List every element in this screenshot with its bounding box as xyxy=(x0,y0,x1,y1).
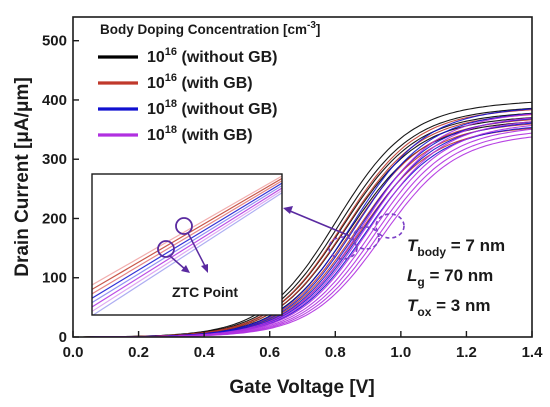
ztc-arrowhead xyxy=(181,265,190,273)
legend: Body Doping Concentration [cm-3] 1016 (w… xyxy=(98,20,320,144)
ztc-circle xyxy=(175,217,193,235)
inset-series-line xyxy=(92,189,282,312)
inset-zoom: ZTC Point xyxy=(91,173,283,316)
y-axis-ticks: 0 100 200 300 400 500 xyxy=(42,33,79,346)
y-tick-label: 500 xyxy=(42,33,67,50)
x-axis-ticks: 0.0 0.2 0.4 0.6 0.8 1.0 1.2 1.4 xyxy=(63,331,544,361)
ztc-circle xyxy=(157,240,175,258)
y-tick-label: 400 xyxy=(42,92,67,109)
ztc-pointer-arrow xyxy=(169,255,187,271)
y-tick-label: 100 xyxy=(42,270,67,287)
x-tick-label: 1.0 xyxy=(390,344,411,361)
param-line: Lg = 70 nm xyxy=(407,266,493,289)
ztc-ellipse xyxy=(328,236,358,260)
inset-series-line xyxy=(92,187,282,308)
plot-frame xyxy=(72,16,533,338)
legend-entry: 1018 (without GB) xyxy=(147,98,277,118)
legend-entry: 1018 (with GB) xyxy=(147,124,253,144)
inset-frame xyxy=(91,173,283,316)
y-axis-label: Drain Current [μA/μm] xyxy=(12,77,33,277)
x-tick-label: 1.4 xyxy=(522,344,544,361)
zoom-arrow xyxy=(289,210,351,237)
x-axis-label: Gate Voltage [V] xyxy=(229,377,374,398)
x-tick-label: 0.6 xyxy=(259,344,280,361)
param-line: Tox = 3 nm xyxy=(407,296,490,319)
y-tick-label: 300 xyxy=(42,151,67,168)
x-tick-label: 0.4 xyxy=(194,344,216,361)
legend-entry: 1016 (with GB) xyxy=(147,72,253,92)
zoom-arrowhead xyxy=(283,206,293,214)
ztc-arrowhead xyxy=(201,264,208,273)
ztc-ellipse xyxy=(352,226,380,250)
inset-series-line xyxy=(92,175,282,286)
inset-series-line xyxy=(92,182,282,299)
legend-entry: 1016 (without GB) xyxy=(147,46,277,66)
device-parameters: Tbody = 7 nm Lg = 70 nm Tox = 3 nm xyxy=(407,236,505,319)
x-tick-label: 0.0 xyxy=(63,344,84,361)
y-tick-label: 200 xyxy=(42,210,67,227)
param-line: Tbody = 7 nm xyxy=(407,236,505,259)
ztc-region-markers xyxy=(328,213,405,260)
legend-title: Body Doping Concentration [cm-3] xyxy=(100,20,320,37)
inset-series-line xyxy=(92,180,282,295)
inset-series-line xyxy=(92,185,282,304)
inset-ztc-label: ZTC Point xyxy=(172,284,238,300)
inset-series-line xyxy=(92,192,282,315)
x-tick-label: 0.2 xyxy=(128,344,149,361)
ztc-ellipse xyxy=(375,213,405,239)
ztc-pointer-arrow xyxy=(187,232,207,269)
x-tick-label: 1.2 xyxy=(456,344,477,361)
y-tick-label: 0 xyxy=(59,329,67,346)
x-tick-label: 0.8 xyxy=(325,344,346,361)
